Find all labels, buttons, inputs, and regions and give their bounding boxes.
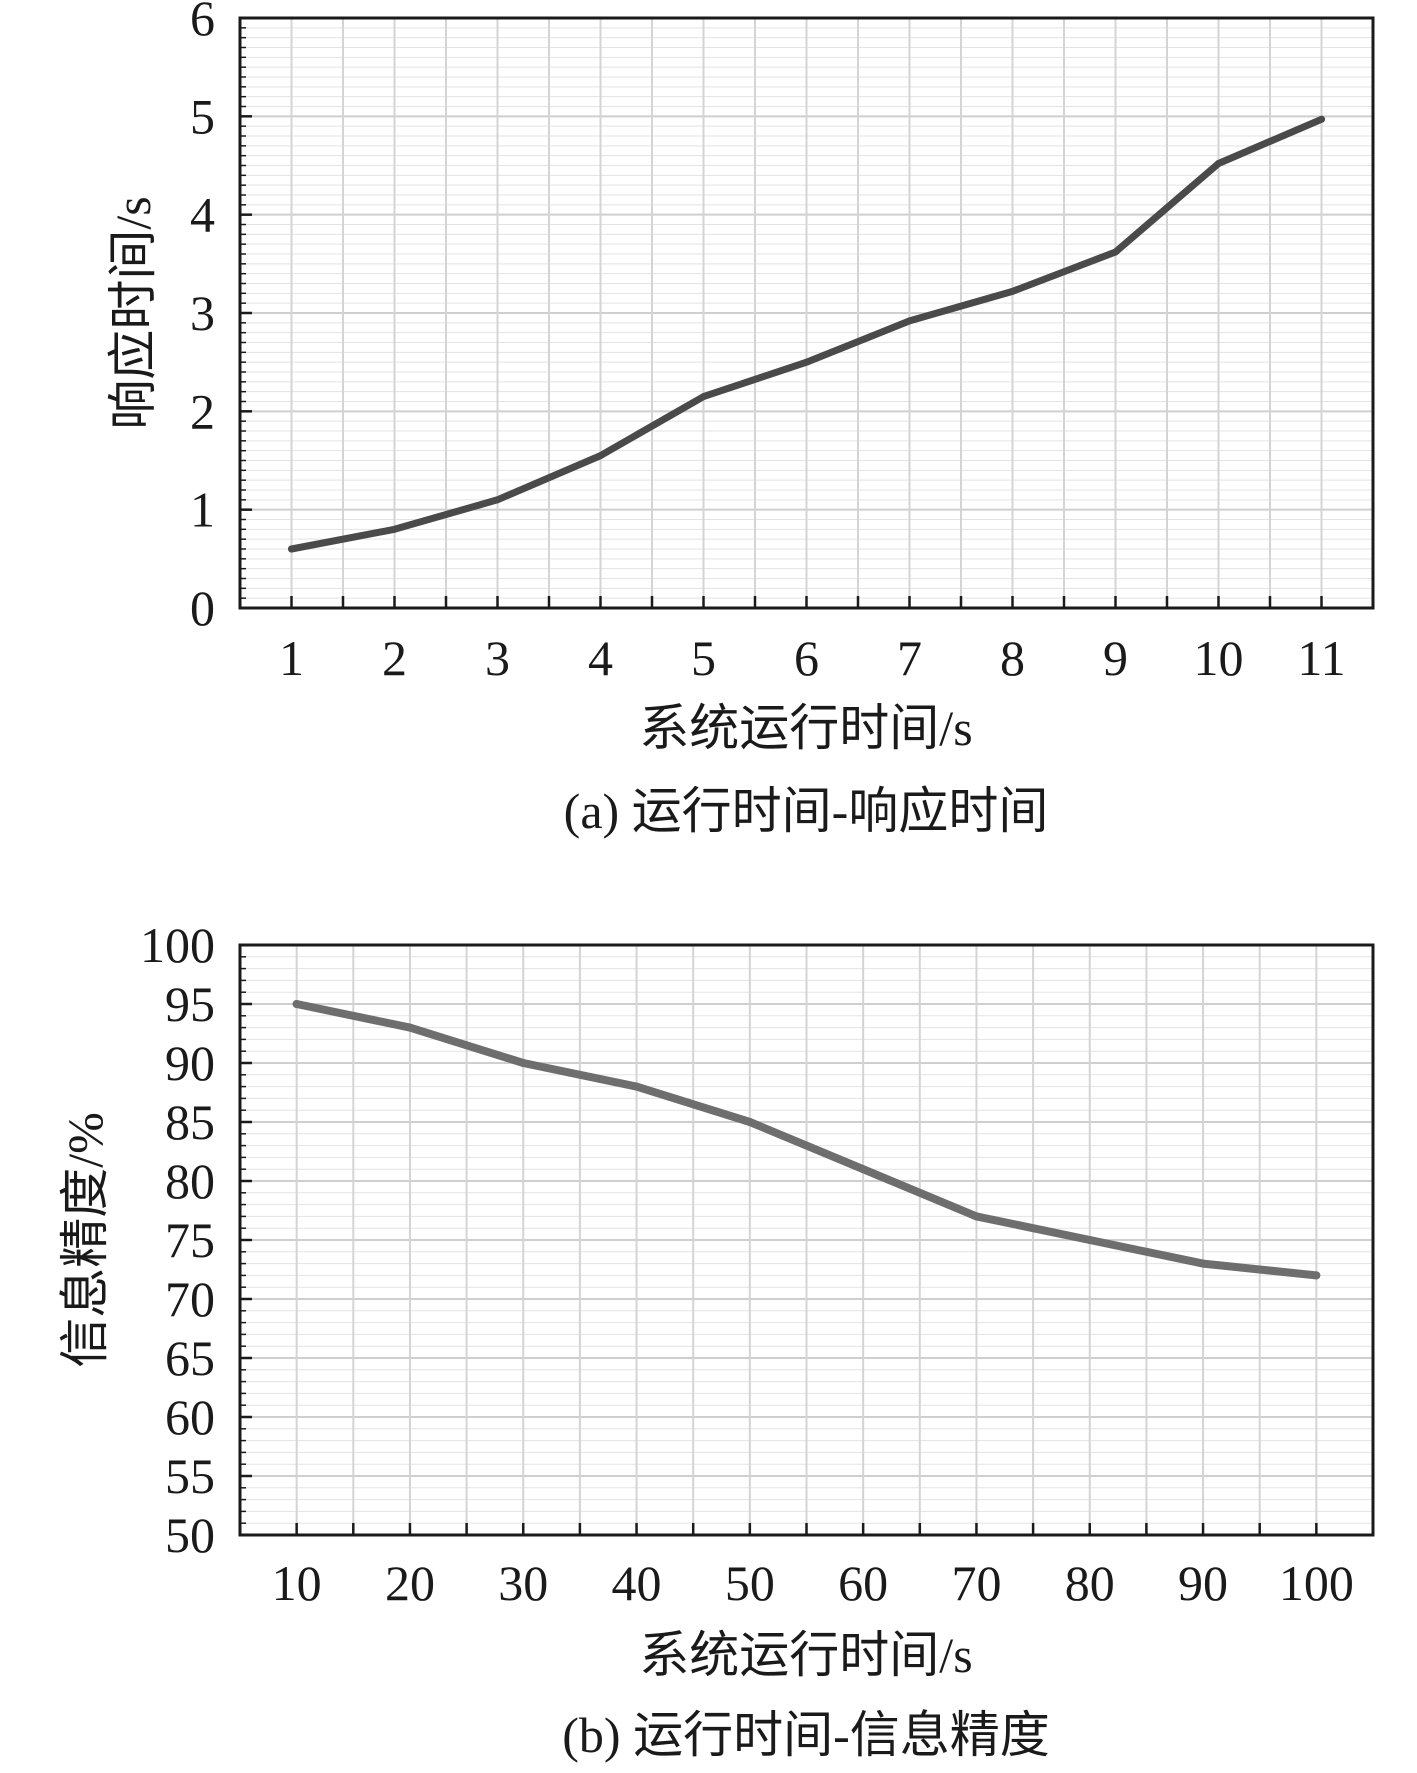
x-tick-label: 4: [588, 630, 613, 686]
x-tick-label: 1: [279, 630, 304, 686]
x-axis-label: 系统运行时间/s: [639, 700, 972, 756]
data-point: [1112, 248, 1119, 256]
x-tick-label: 2: [382, 630, 407, 686]
y-tick-label: 65: [165, 1330, 215, 1386]
data-point: [1009, 287, 1016, 295]
y-tick-label: 2: [190, 383, 215, 439]
x-tick-label: 9: [1103, 630, 1128, 686]
x-tick-label: 8: [1000, 630, 1025, 686]
y-tick-label: 0: [190, 580, 215, 636]
y-tick-label: 90: [165, 1035, 215, 1091]
x-tick-label: 3: [485, 630, 510, 686]
x-tick-label: 90: [1178, 1555, 1228, 1611]
x-tick-label: 10: [1194, 630, 1244, 686]
y-axis-label: 信息精度/%: [57, 1112, 113, 1368]
data-point: [1215, 160, 1222, 168]
chart-response-time: 1 2 3 4 5 6 7 8 9 10 11 0 1 2 3 4 5 6 系统运行时间/s 响应时间/s (a…: [105, 0, 1375, 839]
chart-caption: (a) 运行时间-响应时间: [564, 783, 1049, 839]
x-tick-label: 30: [498, 1555, 548, 1611]
y-tick-label: 60: [165, 1389, 215, 1445]
y-tick-label: 80: [165, 1153, 215, 1209]
data-point: [494, 496, 501, 504]
data-point: [597, 452, 604, 460]
data-point: [1085, 1236, 1094, 1244]
x-tick-labels: 1 2 3 4 5 6 7 8 9 10 11: [279, 630, 1346, 686]
x-tick-label: 20: [385, 1555, 435, 1611]
plot-frame: [238, 16, 1375, 610]
data-point: [519, 1059, 528, 1067]
y-tick-label: 1: [190, 482, 215, 538]
x-tick-label: 50: [725, 1555, 775, 1611]
series-lines: [288, 115, 1325, 553]
data-point: [745, 1118, 754, 1126]
data-point: [288, 545, 295, 553]
x-tick-label: 10: [272, 1555, 322, 1611]
y-tick-label: 3: [190, 285, 215, 341]
y-tick-label: 6: [190, 0, 215, 46]
x-tick-labels: 10 20 30 40 50 60 70 80 90 100: [272, 1555, 1354, 1611]
x-tick-label: 40: [612, 1555, 662, 1611]
y-tick-label: 4: [190, 187, 215, 243]
x-tick-label: 5: [691, 630, 716, 686]
x-tick-label: 80: [1065, 1555, 1115, 1611]
x-tick-label: 7: [897, 630, 922, 686]
data-point: [405, 1023, 414, 1032]
data-point: [859, 1165, 868, 1174]
data-point: [292, 1000, 301, 1008]
data-point: [1312, 1271, 1321, 1280]
y-tick-label: 5: [190, 88, 215, 144]
data-point: [632, 1082, 641, 1091]
y-tick-label: 95: [165, 976, 215, 1032]
data-point: [1199, 1259, 1208, 1268]
y-tick-label: 100: [140, 917, 215, 973]
data-point: [700, 393, 707, 401]
y-tick-labels: 0 1 2 3 4 5 6: [190, 0, 215, 636]
x-tick-label: 60: [838, 1555, 888, 1611]
data-point: [1318, 115, 1325, 123]
plot-frame: [238, 943, 1375, 1537]
gridlines: [240, 945, 1373, 1535]
data-point: [972, 1212, 981, 1221]
y-tick-label: 50: [165, 1507, 215, 1563]
y-tick-label: 85: [165, 1094, 215, 1150]
x-axis-label: 系统运行时间/s: [639, 1627, 972, 1683]
x-tick-label: 100: [1279, 1555, 1354, 1611]
data-point: [906, 317, 913, 325]
y-axis-label: 响应时间/s: [105, 196, 161, 429]
data-point: [391, 525, 398, 533]
x-tick-label: 6: [794, 630, 819, 686]
gridlines: [240, 18, 1373, 608]
chart-information-precision: 10 20 30 40 50 60 70 80 90 100 505560657075808590…: [57, 917, 1375, 1763]
y-tick-label: 55: [165, 1448, 215, 1504]
y-tick-label: 70: [165, 1271, 215, 1327]
chart-caption: (b) 运行时间-信息精度: [562, 1707, 1049, 1763]
series-line: [292, 1000, 1321, 1280]
y-tick-label: 75: [165, 1212, 215, 1268]
series-lines: [292, 1000, 1321, 1280]
data-point: [803, 358, 810, 366]
x-tick-label: 70: [951, 1555, 1001, 1611]
x-tick-label: 11: [1297, 630, 1345, 686]
